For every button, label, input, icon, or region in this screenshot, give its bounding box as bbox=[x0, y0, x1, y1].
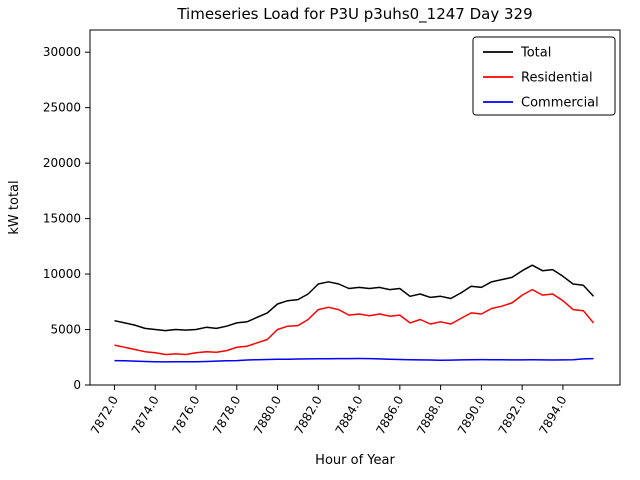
legend-label-residential: Residential bbox=[521, 71, 593, 86]
x-axis-label: Hour of Year bbox=[315, 453, 395, 468]
chart-line-total bbox=[114, 264, 595, 332]
y-tick-label: 30000 bbox=[43, 45, 81, 59]
y-axis-label: kW total bbox=[7, 180, 22, 234]
chart-title: Timeseries Load for P3U p3uhs0_1247 Day … bbox=[176, 5, 532, 24]
legend-label-total: Total bbox=[520, 46, 551, 61]
axes-frame bbox=[89, 29, 621, 386]
legend-label-commercial: Commercial bbox=[521, 96, 599, 111]
y-tick-label: 0 bbox=[73, 378, 81, 392]
chart-line-commercial bbox=[114, 357, 594, 363]
legend-box bbox=[472, 36, 616, 116]
y-tick-label: 5000 bbox=[50, 323, 81, 337]
chart-line-residential bbox=[114, 288, 595, 356]
y-tick-label: 15000 bbox=[43, 212, 81, 226]
y-tick-label: 10000 bbox=[43, 267, 81, 281]
y-tick-label: 20000 bbox=[43, 156, 81, 170]
y-tick-label: 25000 bbox=[43, 101, 81, 115]
